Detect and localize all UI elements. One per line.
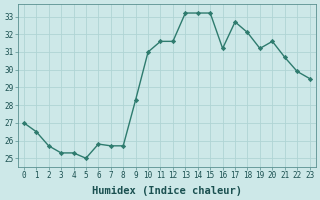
X-axis label: Humidex (Indice chaleur): Humidex (Indice chaleur) — [92, 186, 242, 196]
